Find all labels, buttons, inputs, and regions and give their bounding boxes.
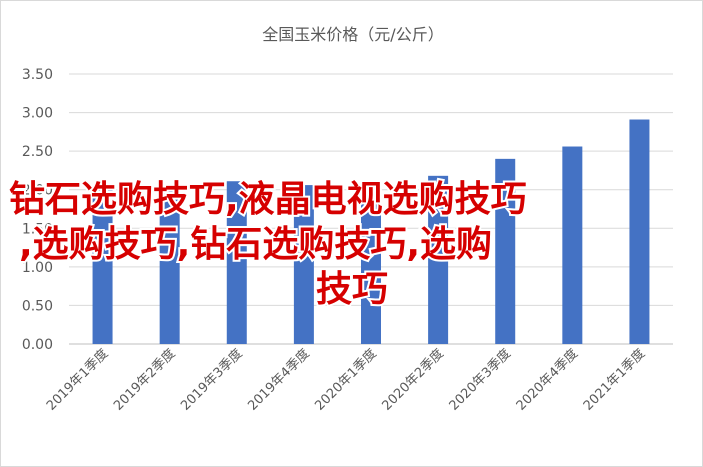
- x-tick-label: 2019年4季度: [245, 346, 313, 414]
- x-tick-label: 2019年2季度: [110, 346, 178, 414]
- overlay-line-1: 钻石选购技巧,液晶电视选购技巧: [9, 179, 527, 220]
- overlay-line-3: 技巧: [316, 269, 388, 310]
- x-tick-label: 2020年3季度: [446, 346, 514, 414]
- bar: [428, 175, 449, 344]
- chart-title: 全国玉米价格（元/公斤）: [262, 25, 443, 44]
- bar: [562, 146, 583, 344]
- x-tick-label: 2019年3季度: [177, 346, 245, 414]
- bar: [361, 183, 381, 344]
- bar: [495, 158, 516, 344]
- bar: [159, 191, 180, 344]
- x-tick-label: 2021年1季度: [580, 346, 648, 414]
- x-tick-label: 2020年2季度: [379, 346, 447, 414]
- y-tick-label: 0.00: [22, 337, 53, 353]
- y-tick-labels: 0.00 0.50 1.00 1.50 2.00 2.50 3.00 3.50: [22, 67, 53, 353]
- overlay-line-2: ,选购技巧,钻石选购技巧,选购: [19, 224, 492, 265]
- y-tick-label: 2.00: [22, 183, 53, 199]
- bar: [92, 186, 113, 344]
- overlay-watermark-text: 钻石选购技巧,液晶电视选购技巧 ,选购技巧,钻石选购技巧,选购 技巧: [7, 177, 529, 312]
- x-tick-label: 2019年1季度: [43, 346, 111, 414]
- bars: [92, 119, 650, 344]
- bar: [293, 185, 314, 344]
- y-tick-label: 3.50: [22, 67, 53, 83]
- y-tick-label: 2.50: [22, 144, 53, 160]
- y-tick-label: 3.00: [22, 106, 53, 122]
- y-tick-label: 0.50: [22, 298, 53, 314]
- bar: [226, 181, 247, 344]
- x-tick-label: 2020年1季度: [312, 346, 380, 414]
- x-tick-labels: 2019年1季度 2019年2季度 2019年3季度 2019年4季度 2020年1季度…: [43, 346, 648, 414]
- bar: [629, 119, 650, 344]
- y-tick-label: 1.00: [22, 260, 53, 276]
- y-tick-label: 1.50: [22, 221, 53, 237]
- x-tick-label: 2020年4季度: [513, 346, 581, 414]
